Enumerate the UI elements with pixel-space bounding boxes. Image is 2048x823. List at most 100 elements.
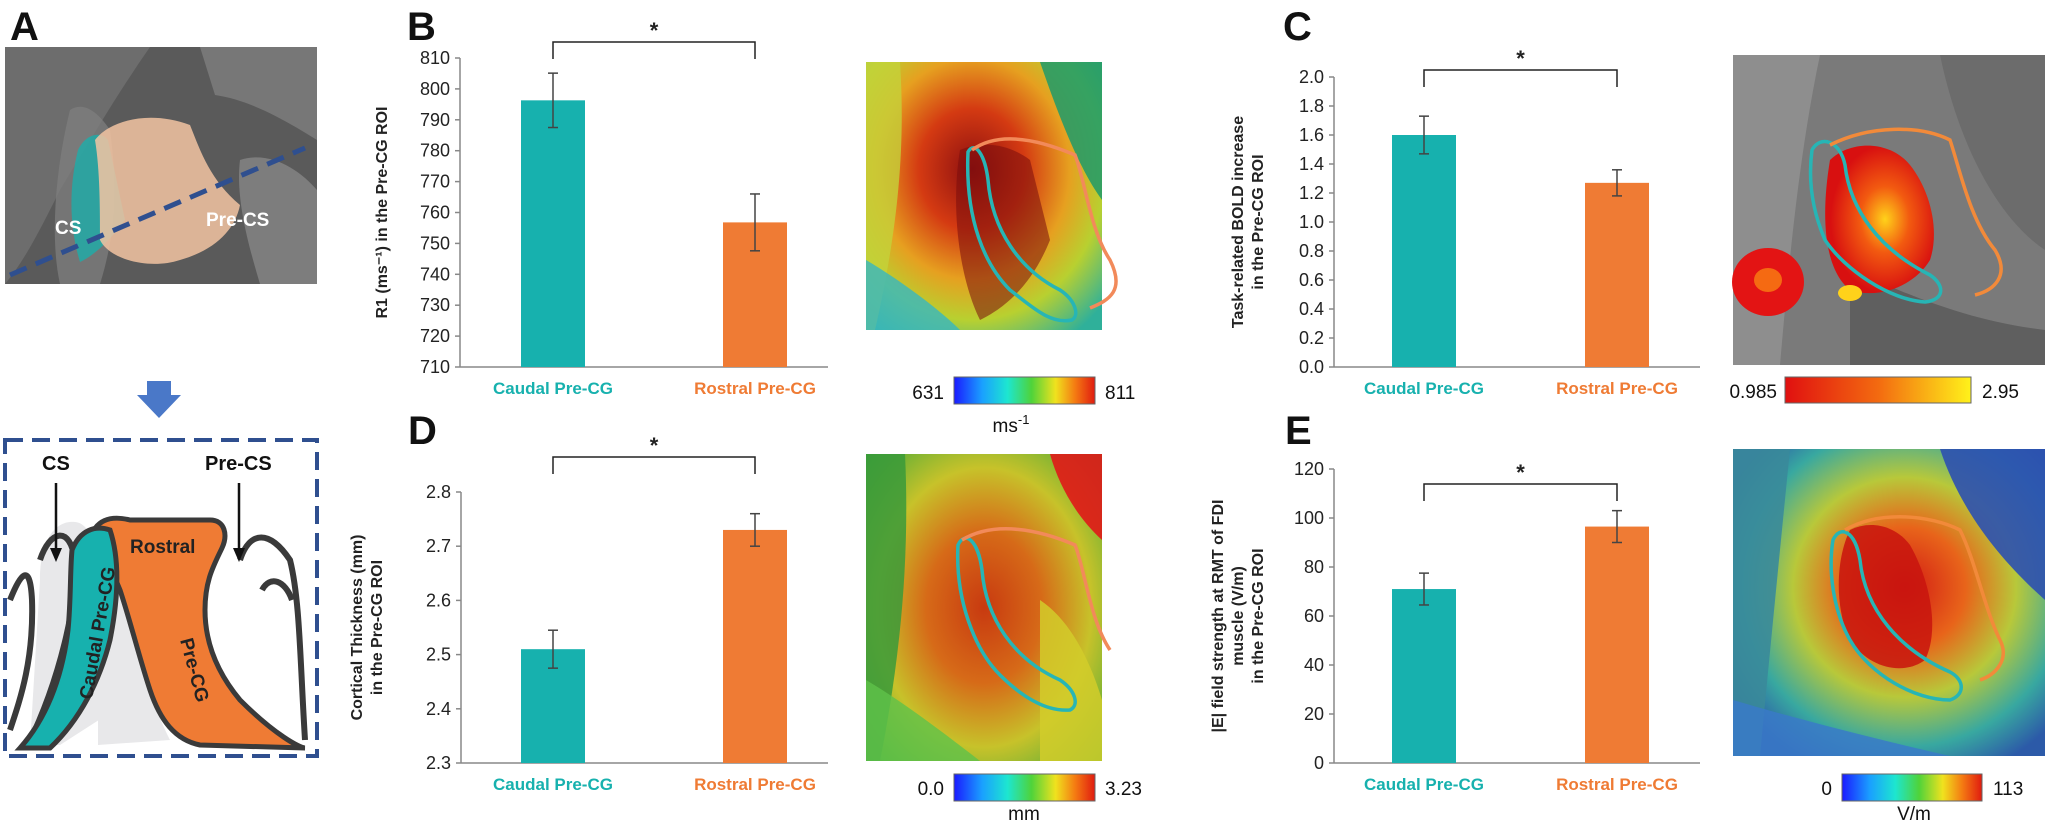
- error-bar-caudal-c: [1419, 115, 1429, 155]
- significance-star-e: *: [1516, 460, 1525, 485]
- y-tick-label: 740: [420, 264, 450, 284]
- y-tick-label: 710: [420, 357, 450, 377]
- bar-caudal-e: [1392, 589, 1456, 763]
- y-tick-label: 810: [420, 48, 450, 68]
- colorbar-r1-min: 631: [912, 383, 944, 404]
- diagram-label-cs: CS: [42, 453, 70, 475]
- panel-label-a: A: [10, 5, 39, 49]
- category-label-caudal-b: Caudal Pre-CG: [493, 379, 613, 398]
- error-bar-caudal-b: [548, 72, 558, 129]
- significance-bracket-b: [552, 41, 756, 59]
- category-label-rostral-c: Rostral Pre-CG: [1556, 379, 1678, 398]
- y-tick-label: 1.6: [1299, 125, 1324, 145]
- down-arrow-icon: [137, 381, 181, 418]
- brain-label-cs: CS: [55, 218, 81, 239]
- significance-bracket-c: [1423, 69, 1618, 87]
- y-tick-label: 20: [1304, 704, 1324, 724]
- y-tick-label: 0.4: [1299, 299, 1324, 319]
- colorbar-efield-unit: V/m: [1897, 804, 1931, 823]
- y-tick-label: 0.2: [1299, 328, 1324, 348]
- chart-d-thickness: 2.3 2.4 2.5 2.6 2.7 2.8 Caudal Pre-CG Rostral P…: [349, 433, 828, 794]
- y-tick-label: 100: [1294, 508, 1324, 528]
- brain-image-bold: [1732, 55, 2045, 365]
- colorbar-r1: 631 811 ms-1: [912, 376, 1135, 437]
- colorbar-thickness-unit: mm: [1008, 804, 1040, 823]
- y-tick-label: 720: [420, 326, 450, 346]
- category-label-caudal-e: Caudal Pre-CG: [1364, 775, 1484, 794]
- panel-label-b: B: [407, 5, 436, 49]
- significance-star-c: *: [1516, 46, 1525, 71]
- panel-label-e: E: [1285, 409, 1312, 453]
- significance-star-d: *: [650, 433, 659, 458]
- diagram-label-rostral: Rostral: [130, 537, 195, 558]
- error-bar-rostral-d: [750, 512, 760, 547]
- y-axis-label-b: R1 (ms⁻¹) in the Pre-CG ROI: [374, 106, 391, 318]
- brain-image-r1: [866, 62, 1118, 330]
- bar-rostral-e: [1585, 526, 1649, 763]
- y-tick-label: 2.8: [426, 482, 451, 502]
- colorbar-r1-unit: ms-1: [993, 412, 1030, 437]
- diagram-label-pre-cs: Pre-CS: [205, 453, 272, 475]
- bar-rostral-d: [723, 529, 787, 763]
- y-tick-label: 0: [1314, 753, 1324, 773]
- colorbar-r1-max: 811: [1105, 383, 1135, 404]
- y-tick-label: 2.4: [426, 699, 451, 719]
- significance-bracket-d: [552, 456, 756, 474]
- category-label-caudal-d: Caudal Pre-CG: [493, 775, 613, 794]
- panel-label-c: C: [1283, 5, 1312, 49]
- error-bar-rostral-b: [750, 193, 760, 252]
- y-tick-label: 40: [1304, 655, 1324, 675]
- cut-line: [9, 145, 306, 278]
- error-bar-caudal-e: [1419, 572, 1429, 606]
- bar-caudal-c: [1392, 135, 1456, 367]
- chart-e-efield: 0 20 40 60 80 100 120 Caudal Pre-CG Rostral Pre-…: [1210, 459, 1700, 794]
- colorbar-thickness: 0.0 3.23 mm: [918, 773, 1142, 823]
- significance-bracket-e: [1423, 483, 1618, 501]
- brain-surface-image-a: CS Pre-CS: [5, 47, 317, 284]
- y-tick-label: 2.5: [426, 645, 451, 665]
- y-tick-label: 0.8: [1299, 241, 1324, 261]
- y-tick-label: 2.6: [426, 590, 451, 610]
- y-tick-label: 120: [1294, 459, 1324, 479]
- bar-rostral-c: [1585, 182, 1649, 367]
- y-tick-label: 1.8: [1299, 96, 1324, 116]
- chart-c-bold: 0.0 0.2 0.4 0.6 0.8 1.0 1.2 1.4 1.6 1.8 2.0 Caudal …: [1230, 46, 1700, 398]
- y-tick-label: 800: [420, 79, 450, 99]
- y-tick-label: 60: [1304, 606, 1324, 626]
- brain-image-thickness: [866, 454, 1112, 761]
- significance-star-b: *: [650, 18, 659, 43]
- y-tick-label: 770: [420, 172, 450, 192]
- colorbar-bold: 0.985 2.95: [1729, 376, 2019, 404]
- y-tick-label: 0.0: [1299, 357, 1324, 377]
- y-tick-label: 760: [420, 203, 450, 223]
- brain-label-pre-cs: Pre-CS: [206, 210, 269, 231]
- category-label-rostral-d: Rostral Pre-CG: [694, 775, 816, 794]
- y-tick-label: 2.7: [426, 536, 451, 556]
- panel-label-d: D: [408, 409, 437, 453]
- chart-b-r1: 710 720 730 740 750 760 770 780 790 800 810 Caudal …: [374, 18, 828, 398]
- y-tick-label: 790: [420, 110, 450, 130]
- colorbar-bold-min: 0.985: [1729, 382, 1777, 403]
- colorbar-efield-min: 0: [1821, 779, 1832, 800]
- y-tick-label: 750: [420, 233, 450, 253]
- colorbar-efield: 0 113 V/m: [1821, 773, 2023, 823]
- y-axis-label-e: |E| field strength at RMT of FDI muscle (…: [1210, 500, 1267, 733]
- category-label-rostral-b: Rostral Pre-CG: [694, 379, 816, 398]
- bar-caudal-b: [521, 100, 585, 367]
- cortex-diagram: CS Pre-CS Rostral Pre-CG Caudal Pre-CG: [3, 438, 319, 758]
- category-label-rostral-e: Rostral Pre-CG: [1556, 775, 1678, 794]
- error-bar-rostral-e: [1612, 509, 1622, 544]
- y-axis-label-d: Cortical Thickness (mm) in the Pre-CG ROI: [349, 535, 386, 721]
- y-tick-label: 1.0: [1299, 212, 1324, 232]
- colorbar-efield-max: 113: [1993, 779, 2023, 800]
- y-tick-label: 2.3: [426, 753, 451, 773]
- y-tick-label: 2.0: [1299, 67, 1324, 87]
- category-label-caudal-c: Caudal Pre-CG: [1364, 379, 1484, 398]
- colorbar-thickness-min: 0.0: [918, 779, 944, 800]
- y-tick-label: 1.2: [1299, 183, 1324, 203]
- y-tick-label: 0.6: [1299, 270, 1324, 290]
- error-bar-rostral-c: [1612, 169, 1622, 197]
- y-axis-label-c: Task-related BOLD increase in the Pre-CG …: [1230, 116, 1267, 328]
- rostral-region-overlay: [95, 117, 240, 264]
